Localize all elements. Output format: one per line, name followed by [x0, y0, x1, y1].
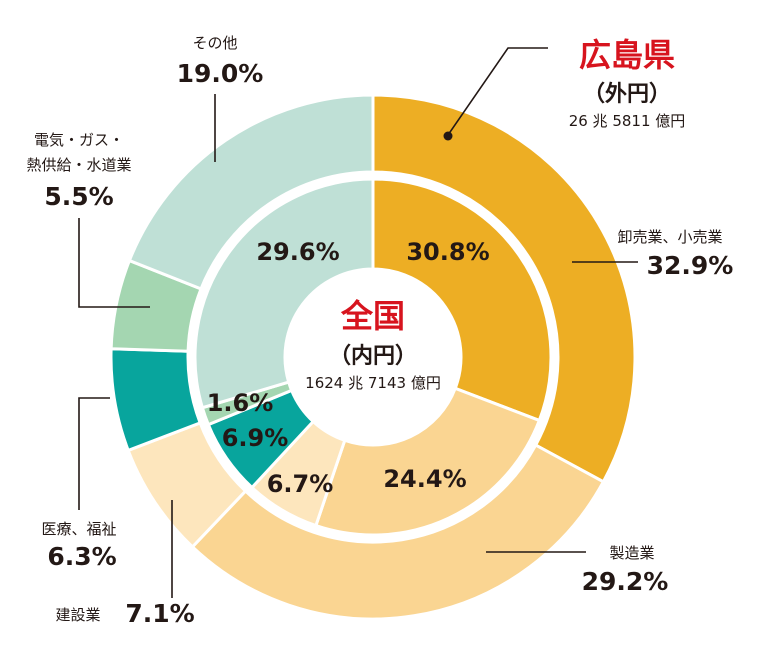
outer-slice-manufacturing — [190, 443, 606, 621]
outer-slice-wholesale — [371, 93, 637, 484]
inner-slice-other — [193, 177, 375, 410]
value-inner-other: 29.6% — [256, 238, 339, 266]
label-construction: 建設業 — [55, 606, 100, 624]
leader-utilities — [78, 218, 150, 308]
inner-slice-wholesale — [371, 177, 553, 423]
label-utilities-line1: 電気・ガス・ — [34, 131, 124, 149]
outer-series-subtitle: （外円） — [583, 81, 671, 107]
value-outer-other: 19.0% — [177, 59, 264, 88]
value-outer-utilities: 5.5% — [44, 182, 113, 211]
inner-ring-national — [193, 177, 553, 537]
value-outer-construction: 7.1% — [125, 599, 194, 628]
value-outer-medical: 6.3% — [47, 542, 116, 571]
value-inner-medical: 6.9% — [222, 424, 289, 452]
label-utilities-line2: 熱供給・水道業 — [26, 156, 131, 174]
value-outer-manufacturing: 29.2% — [582, 567, 669, 596]
leader-medical — [78, 397, 110, 510]
inner-series-total: 1624 兆 7143 億円 — [305, 374, 441, 392]
leader-dot — [443, 131, 453, 141]
outer-ring-hiroshima — [109, 93, 637, 621]
inner-slice-manufacturing — [313, 386, 542, 537]
value-outer-wholesale: 32.9% — [647, 251, 734, 280]
value-inner-utilities: 1.6% — [207, 389, 274, 417]
label-wholesale: 卸売業、小売業 — [617, 228, 722, 246]
value-inner-manufacturing: 24.4% — [383, 465, 466, 493]
label-medical: 医療、福祉 — [41, 520, 116, 538]
inner-series-title: 全国 — [340, 297, 405, 335]
leader-title — [447, 47, 548, 136]
value-inner-construction: 6.7% — [267, 470, 334, 498]
inner-series-subtitle: （内円） — [329, 344, 417, 369]
outer-series-total: 26 兆 5811 億円 — [569, 112, 686, 130]
outer-series-title: 広島県 — [579, 36, 675, 74]
leader-lines — [78, 47, 638, 598]
label-manufacturing: 製造業 — [609, 544, 654, 562]
outer-slice-other — [127, 93, 375, 291]
value-inner-wholesale: 30.8% — [406, 238, 489, 266]
label-other: その他 — [192, 34, 237, 52]
